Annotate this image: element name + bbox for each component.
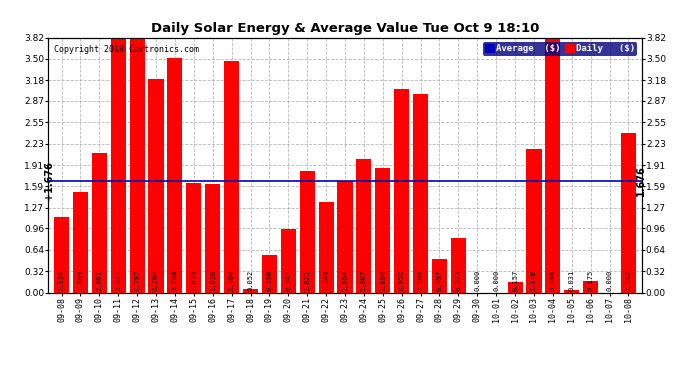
Text: 2.392: 2.392 xyxy=(625,270,631,291)
Legend: Average  ($), Daily   ($): Average ($), Daily ($) xyxy=(483,42,637,56)
Text: 1.676: 1.676 xyxy=(635,165,646,196)
Text: 1.864: 1.864 xyxy=(380,270,386,291)
Bar xyxy=(564,290,580,292)
Bar xyxy=(262,255,277,292)
Text: Copyright 2018 Cartronics.com: Copyright 2018 Cartronics.com xyxy=(55,45,199,54)
Text: 0.560: 0.560 xyxy=(266,270,273,291)
Bar xyxy=(110,38,126,292)
Bar xyxy=(583,281,598,292)
Bar xyxy=(319,202,334,292)
Bar xyxy=(432,260,447,292)
Bar xyxy=(243,289,258,292)
Text: 0.031: 0.031 xyxy=(569,270,575,291)
Bar xyxy=(413,94,428,292)
Bar xyxy=(54,217,69,292)
Text: 0.823: 0.823 xyxy=(455,270,462,291)
Title: Daily Solar Energy & Average Value Tue Oct 9 18:10: Daily Solar Energy & Average Value Tue O… xyxy=(151,22,539,35)
Text: 0.157: 0.157 xyxy=(512,270,518,291)
Bar xyxy=(92,153,107,292)
Text: 2.969: 2.969 xyxy=(417,270,424,291)
Bar xyxy=(130,39,145,292)
Bar xyxy=(526,149,542,292)
Bar xyxy=(186,183,201,292)
Bar xyxy=(394,89,409,292)
Bar xyxy=(545,39,560,292)
Text: 3.804: 3.804 xyxy=(550,270,556,291)
Bar xyxy=(73,192,88,292)
Text: 0.000: 0.000 xyxy=(493,270,499,291)
Text: 0.052: 0.052 xyxy=(248,270,253,291)
Text: 1.620: 1.620 xyxy=(210,270,216,291)
Bar xyxy=(621,133,636,292)
Text: 1.349: 1.349 xyxy=(323,270,329,291)
Bar xyxy=(281,229,296,292)
Bar xyxy=(224,61,239,292)
Text: 3.204: 3.204 xyxy=(153,270,159,291)
Text: 0.175: 0.175 xyxy=(588,270,593,291)
Text: 2.007: 2.007 xyxy=(361,270,367,291)
Text: 0.947: 0.947 xyxy=(285,270,291,291)
Text: 2.148: 2.148 xyxy=(531,270,537,291)
Text: 3.464: 3.464 xyxy=(228,270,235,291)
Bar xyxy=(451,237,466,292)
Text: 3.508: 3.508 xyxy=(172,270,178,291)
Text: 1.509: 1.509 xyxy=(77,270,83,291)
Text: +1.676: +1.676 xyxy=(44,161,55,200)
Text: 2.091: 2.091 xyxy=(97,270,102,291)
Bar xyxy=(508,282,522,292)
Bar xyxy=(337,182,353,292)
Text: 3.821: 3.821 xyxy=(115,270,121,291)
Text: 1.639: 1.639 xyxy=(191,270,197,291)
Bar xyxy=(299,171,315,292)
Text: 1.134: 1.134 xyxy=(59,270,65,291)
Bar xyxy=(356,159,371,292)
Bar xyxy=(205,184,220,292)
Text: 0.497: 0.497 xyxy=(437,270,442,291)
Bar xyxy=(375,168,391,292)
Text: 0.000: 0.000 xyxy=(607,270,613,291)
Bar xyxy=(168,58,182,292)
Text: 3.797: 3.797 xyxy=(134,270,140,291)
Text: 1.664: 1.664 xyxy=(342,270,348,291)
Text: 0.000: 0.000 xyxy=(474,270,480,291)
Text: 3.052: 3.052 xyxy=(399,270,405,291)
Text: 1.821: 1.821 xyxy=(304,270,310,291)
Bar xyxy=(148,79,164,292)
